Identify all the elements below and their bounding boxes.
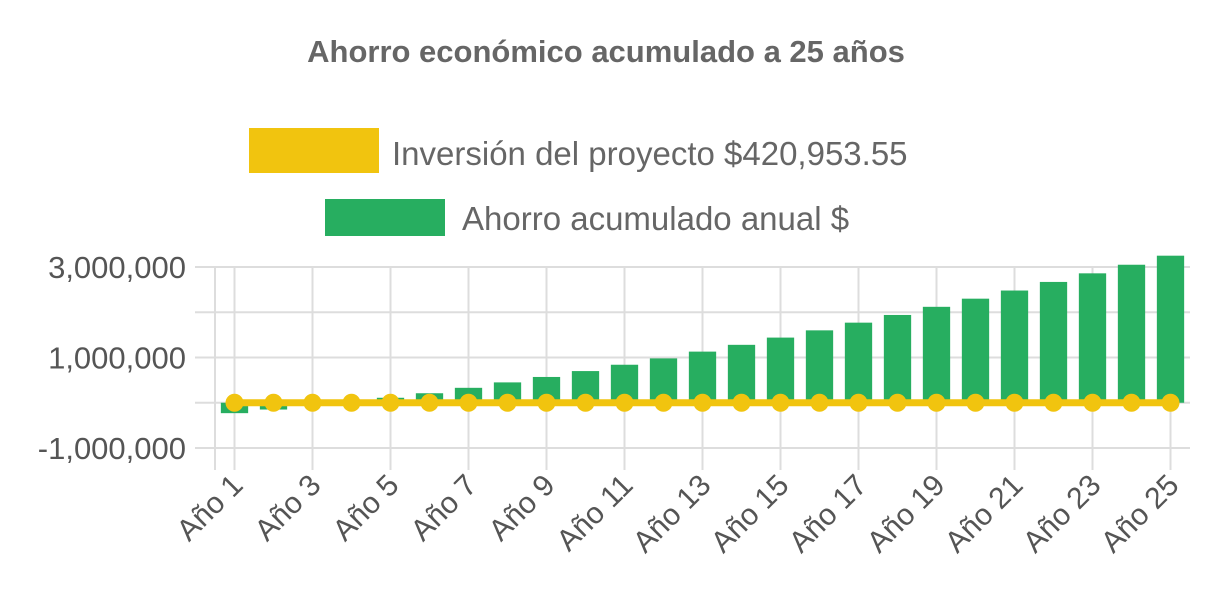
x-tick-label: Año 9	[483, 469, 562, 548]
x-tick-label: Año 25	[1095, 469, 1186, 560]
y-tick-label: -1,000,000	[38, 431, 186, 466]
investment-point[interactable]	[849, 393, 868, 412]
x-tick-label: Año 7	[405, 469, 484, 548]
legend-label-investment: Inversión del proyecto $420,953.55	[392, 135, 908, 172]
investment-point[interactable]	[927, 393, 946, 412]
investment-point[interactable]	[771, 393, 790, 412]
chart-title: Ahorro económico acumulado a 25 años	[307, 34, 905, 69]
x-tick-label: Año 15	[705, 469, 796, 560]
savings-bar[interactable]	[1117, 264, 1146, 403]
savings-bar[interactable]	[805, 330, 834, 403]
x-tick-label: Año 5	[327, 469, 406, 548]
x-tick-label: Año 11	[550, 469, 639, 558]
x-tick-label: Año 17	[783, 469, 874, 560]
x-tick-label: Año 3	[249, 469, 328, 548]
savings-bar[interactable]	[1039, 281, 1068, 403]
savings-bar[interactable]	[922, 306, 951, 403]
investment-point[interactable]	[576, 393, 595, 412]
investment-point[interactable]	[381, 393, 400, 412]
savings-bar[interactable]	[844, 322, 873, 403]
x-tick-label: Año 23	[1017, 469, 1108, 560]
investment-point[interactable]	[264, 393, 283, 412]
investment-line	[225, 393, 1180, 412]
investment-point[interactable]	[303, 393, 322, 412]
legend-item-investment[interactable]: Inversión del proyecto $420,953.55	[249, 128, 908, 173]
savings-bar[interactable]	[1000, 290, 1029, 403]
investment-point[interactable]	[888, 393, 907, 412]
investment-point[interactable]	[1161, 393, 1180, 412]
investment-point[interactable]	[654, 393, 673, 412]
x-tick-label: Año 13	[627, 469, 718, 560]
investment-point[interactable]	[498, 393, 517, 412]
bars	[220, 255, 1185, 414]
investment-point[interactable]	[810, 393, 829, 412]
savings-bar[interactable]	[727, 344, 756, 403]
y-tick-label: 1,000,000	[48, 341, 186, 376]
savings-bar[interactable]	[1156, 255, 1185, 403]
legend-item-savings[interactable]: Ahorro acumulado anual $	[325, 199, 849, 237]
investment-point[interactable]	[615, 393, 634, 412]
y-tick-label: 3,000,000	[48, 250, 186, 285]
legend: Inversión del proyecto $420,953.55 Ahorr…	[249, 128, 908, 237]
investment-point[interactable]	[225, 393, 244, 412]
y-axis-ticks: 3,000,000 1,000,000 -1,000,000	[38, 250, 186, 466]
investment-point[interactable]	[966, 393, 985, 412]
investment-point[interactable]	[1083, 393, 1102, 412]
investment-point[interactable]	[537, 393, 556, 412]
investment-point[interactable]	[1005, 393, 1024, 412]
legend-swatch-investment	[249, 128, 379, 173]
savings-bar[interactable]	[1078, 273, 1107, 403]
legend-swatch-savings	[325, 199, 445, 236]
investment-point[interactable]	[342, 393, 361, 412]
legend-label-savings: Ahorro acumulado anual $	[462, 200, 849, 237]
investment-point[interactable]	[459, 393, 478, 412]
investment-point[interactable]	[1044, 393, 1063, 412]
x-tick-label: Año 19	[861, 469, 952, 560]
savings-bar[interactable]	[961, 298, 990, 403]
x-tick-label: Año 1	[171, 469, 250, 548]
savings-bar[interactable]	[883, 314, 912, 403]
x-tick-label: Año 21	[939, 469, 1030, 560]
investment-point[interactable]	[732, 393, 751, 412]
investment-point[interactable]	[1122, 393, 1141, 412]
investment-point[interactable]	[420, 393, 439, 412]
investment-point[interactable]	[693, 393, 712, 412]
savings-bar[interactable]	[766, 337, 795, 403]
